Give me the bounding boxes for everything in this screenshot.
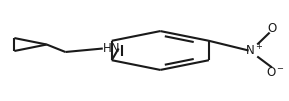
- Text: O: O: [268, 22, 277, 35]
- Text: HN: HN: [103, 42, 120, 55]
- Text: O$^-$: O$^-$: [266, 66, 285, 79]
- Text: N$^+$: N$^+$: [244, 43, 263, 58]
